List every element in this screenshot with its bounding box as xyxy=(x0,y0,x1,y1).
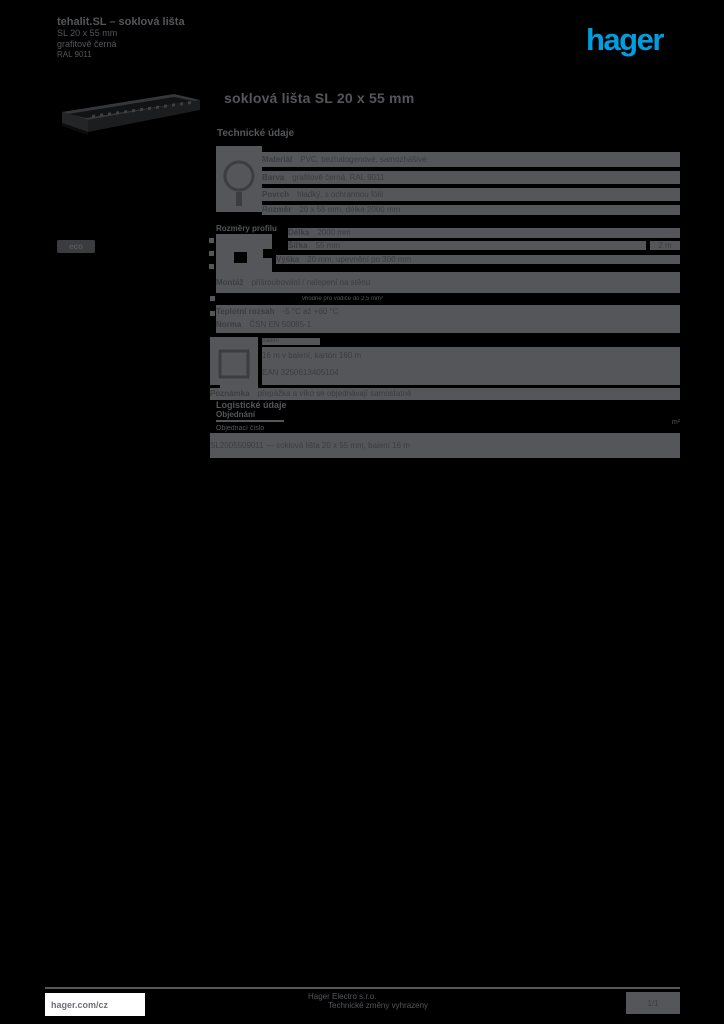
hager-logo: hager xyxy=(586,22,664,57)
product-title: soklová lišta SL 20 x 55 mm xyxy=(224,90,415,106)
dimension-row-value: 2000 mm xyxy=(317,228,351,237)
mounting-row-label: Montáž xyxy=(216,278,244,287)
dimensions-label: Rozměry profilu xyxy=(216,224,277,233)
order-row: SL2005509011 — soklová lišta 20 x 55 mm,… xyxy=(210,433,680,458)
header-line-3: grafitově černá xyxy=(57,39,117,49)
order-number-label: Objednací číslo xyxy=(216,425,265,432)
packaging-row-value2: EAN 3250613405104 xyxy=(262,368,339,377)
section2-subheading: Objednání xyxy=(216,410,284,422)
spec-row: Barva grafitově černá, RAL 9011 xyxy=(262,171,680,184)
document-header: tehalit.SL – soklová lišta SL 20 x 55 mm… xyxy=(57,16,247,60)
temperature-row: Teplotní rozsah -5 °C až +60 °C Norma ČSN … xyxy=(216,305,680,333)
dimension-row: Výška 20 mm, upevnění po 300 mm xyxy=(276,255,680,264)
dimension-row-value: 55 mm xyxy=(315,241,341,250)
spec-row-value: grafitově černá, RAL 9011 xyxy=(292,173,385,182)
header-line-2: SL 20 x 55 mm xyxy=(57,28,118,38)
mounting-row-value: přišroubování / nalepení na stěnu xyxy=(251,278,371,287)
header-line-1: tehalit.SL – soklová lišta xyxy=(57,16,185,28)
spec-row-value: PVC, bezhalogenové, samozhášivé xyxy=(300,155,427,164)
row-tick-icon xyxy=(210,311,215,316)
section2-footnote: m² xyxy=(671,419,680,426)
norm-row-label: Norma xyxy=(216,320,242,329)
spec-row-label: Barva xyxy=(262,173,285,182)
packaging-row-value1: 16 m v balení, kartón 160 m xyxy=(262,351,362,360)
dimension-row-label: Šířka xyxy=(288,241,308,250)
dimension-row-unit: 2 m xyxy=(650,241,680,250)
spec-row-value: 20 x 55 mm, délka 2000 mm xyxy=(299,205,401,214)
note-row-value: přepážka a víko se objednávají samostatn… xyxy=(257,389,412,398)
spec-row: Povrch hladký, s ochrannou fólií xyxy=(262,188,680,201)
dimension-row-value: 20 mm, upevnění po 300 mm xyxy=(307,255,412,264)
mounting-row: Montáž přišroubování / nalepení na stěnu xyxy=(216,272,680,293)
footer-site-box[interactable]: hager.com/cz xyxy=(45,993,145,1016)
spec-row-value: hladký, s ochrannou fólií xyxy=(297,190,384,199)
product-photo-icon xyxy=(56,90,204,138)
dimension-row: Šířka 55 mm xyxy=(288,241,646,250)
dimension-row-label: Délka xyxy=(288,228,310,237)
dimension-row: Délka 2000 mm xyxy=(288,228,680,238)
footer-divider xyxy=(45,987,680,989)
temperature-row-value: -5 °C až +60 °C xyxy=(282,307,339,316)
footer-page-box: 1/1 xyxy=(626,992,680,1014)
eco-label-text: eco xyxy=(69,242,83,251)
spec-row-label: Povrch xyxy=(262,190,290,199)
note-row-label: Poznámka xyxy=(210,389,250,398)
cross-section-drawing-icon xyxy=(216,234,272,272)
packaging-header: Balení xyxy=(262,338,320,345)
temperature-row-label: Teplotní rozsah xyxy=(216,307,275,316)
spec-row: Materiál PVC, bezhalogenové, samozhášivé xyxy=(262,152,680,167)
dimension-tick-icon xyxy=(209,238,214,243)
spec-row-label: Materiál xyxy=(262,155,293,164)
footer-note: Technické změny vyhrazeny xyxy=(328,1001,429,1010)
footer-site-link[interactable]: hager.com/cz xyxy=(51,999,109,1010)
spec-pictogram-icon xyxy=(216,146,262,212)
norm-row-value: ČSN EN 50085-1 xyxy=(249,320,312,329)
section1-heading: Technické údaje xyxy=(217,128,295,139)
packaging-row: 16 m v balení, kartón 160 m EAN 32506134… xyxy=(262,347,680,385)
dimension-row-label: Výška xyxy=(276,255,300,264)
spec-row: Rozměr 20 x 55 mm, délka 2000 mm xyxy=(262,205,680,215)
dimension-tick-icon xyxy=(209,264,214,269)
footer-company: Hager Electro s.r.o. xyxy=(308,992,377,1001)
mounting-note: vhodné pro vodiče do 2,5 mm² xyxy=(302,296,384,302)
header-line-4: RAL 9011 xyxy=(57,50,92,59)
dimension-tick-icon xyxy=(209,251,214,256)
row-tick-icon xyxy=(210,296,215,301)
packaging-pictogram-icon xyxy=(210,337,258,395)
eco-label-icon: eco xyxy=(57,240,95,253)
note-row: Poznámka přepážka a víko se objednávají s… xyxy=(210,388,680,400)
section2-heading: Logistické údaje xyxy=(216,400,287,410)
spec-row-label: Rozměr xyxy=(262,205,292,214)
